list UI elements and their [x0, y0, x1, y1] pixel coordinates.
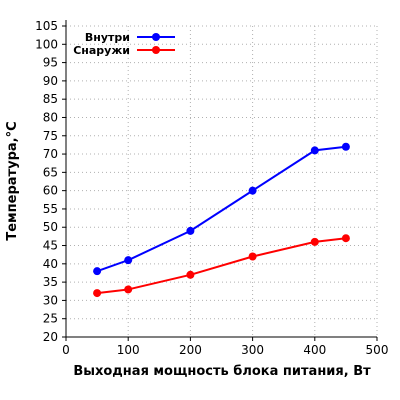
x-tick-label: 300	[241, 343, 264, 357]
y-tick-label: 85	[43, 92, 58, 106]
data-series	[93, 142, 350, 298]
x-tick-label: 100	[117, 343, 140, 357]
y-tick-label: 90	[43, 74, 58, 88]
y-tick-label: 35	[43, 275, 58, 289]
y-tick-label: 60	[43, 184, 58, 198]
data-point-series-1	[248, 186, 257, 195]
y-tick-label: 50	[43, 220, 58, 234]
y-tick-label: 100	[35, 37, 58, 51]
y-tick-label: 40	[43, 257, 58, 271]
x-axis-title: Выходная мощность блока питания, Вт	[73, 364, 371, 379]
y-tick-label: 95	[43, 56, 58, 70]
y-tick-label: 65	[43, 165, 58, 179]
y-tick-label: 20	[43, 330, 58, 344]
y-tick-label: 25	[43, 312, 58, 326]
x-axis-ticks: 0 100 200 300 400 500	[62, 337, 388, 357]
y-tick-label: 105	[35, 19, 58, 33]
data-point-series-2	[124, 285, 133, 294]
y-tick-label: 75	[43, 129, 58, 143]
data-point-series-2	[341, 234, 350, 243]
y-axis-ticks: 20 25 30 35 40 45 50 55 60 65 70 75 80 85 90 95 100 105	[35, 19, 66, 344]
data-point-series-1	[93, 267, 102, 276]
y-tick-label: 80	[43, 110, 58, 124]
series-line-2	[96, 237, 347, 295]
legend-label-1: Внутри	[85, 31, 130, 44]
legend-marker-2	[152, 46, 160, 54]
axes	[65, 20, 377, 338]
legend-label-2: Снаружи	[73, 44, 130, 57]
x-tick-label: 200	[179, 343, 202, 357]
data-point-series-2	[310, 237, 319, 246]
y-tick-label: 70	[43, 147, 58, 161]
data-point-series-1	[341, 142, 350, 151]
y-tick-label: 30	[43, 293, 58, 307]
x-tick-label: 400	[303, 343, 326, 357]
x-tick-label: 500	[366, 343, 389, 357]
data-point-series-2	[186, 270, 195, 279]
data-point-series-1	[124, 256, 133, 265]
data-point-series-1	[310, 146, 319, 155]
y-axis-title: Температура,°С	[5, 121, 20, 240]
series-line-1	[96, 145, 347, 273]
y-tick-label: 55	[43, 202, 58, 216]
data-point-series-2	[248, 252, 257, 261]
x-tick-label: 0	[62, 343, 70, 357]
data-point-series-1	[186, 226, 195, 235]
legend-marker-1	[152, 33, 160, 41]
data-point-series-2	[93, 289, 102, 298]
y-tick-label: 45	[43, 239, 58, 253]
